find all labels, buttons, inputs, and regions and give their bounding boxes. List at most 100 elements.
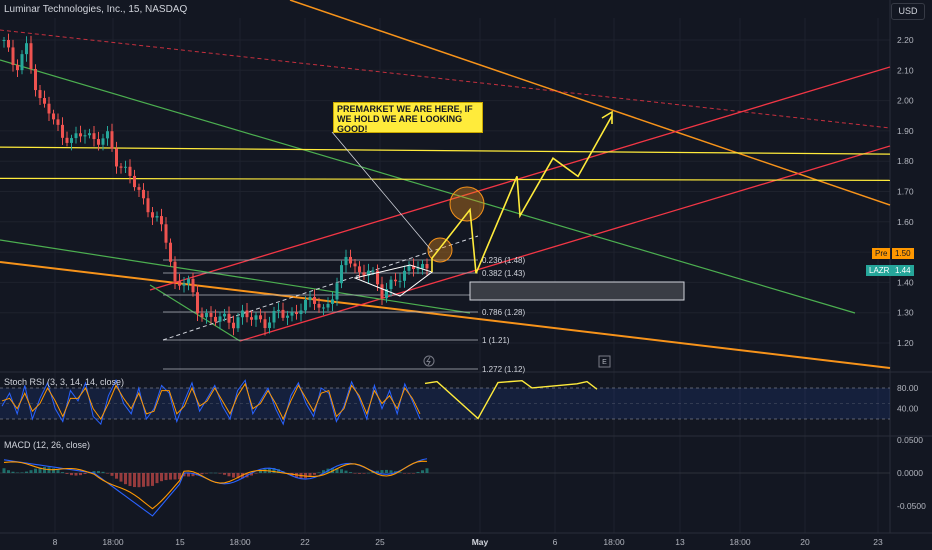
macd-histogram-bar [277,469,280,473]
macd-histogram-bar [187,473,190,477]
candle-body [196,292,199,314]
candle-body [205,312,208,318]
stoch-rsi-label[interactable]: Stoch RSI (3, 3, 14, 14, close) [4,377,125,387]
macd-axis-tick: 0.0000 [897,468,923,478]
macd-histogram-bar [214,472,217,474]
macd-histogram-bar [169,473,172,480]
macd-histogram-bar [209,472,213,474]
macd-histogram-bar [16,472,19,474]
price-axis-tick: 1.40 [897,277,914,287]
candle-body [245,310,249,318]
macd-histogram-bar [317,472,321,473]
candle-body [74,133,78,139]
candle-body [259,315,262,320]
candle-body [308,296,312,300]
macd-histogram-bar [101,471,105,473]
candle-body [97,139,100,145]
rsi-axis-tick: 80.00 [897,383,919,393]
candle-body [290,312,294,316]
price-axis-tick: 2.00 [897,96,914,106]
time-axis-tick: 18:00 [729,537,751,547]
macd-histogram-bar [79,473,82,476]
candle-body [191,278,195,293]
candle-body [223,313,226,317]
price-axis-tick: 2.20 [897,35,914,45]
candle-body [227,313,231,323]
price-axis-tick: 1.90 [897,126,914,136]
macd-histogram-bar [412,473,415,474]
fib-level-label: 0.382 (1.43) [482,269,525,278]
currency-button[interactable]: USD [891,3,925,20]
candle-body [146,198,150,213]
macd-histogram-bar [7,470,10,473]
macd-histogram-bar [11,471,15,473]
candle-body [106,131,109,139]
macd-histogram-bar [349,472,352,473]
candle-body [101,138,105,145]
macd-histogram-bar [389,470,393,473]
candle-body [137,187,141,190]
candle-body [394,279,397,282]
macd-histogram-bar [155,473,159,484]
fib-highlight-box [469,281,685,301]
time-axis-tick: 18:00 [229,537,251,547]
macd-histogram-bar [353,473,357,474]
horizontal-level [0,177,891,181]
candle-body [358,266,361,273]
macd-histogram-bar [164,473,168,481]
macd-histogram-bar [340,469,343,473]
candle-body [115,148,118,167]
target-circle [449,186,485,222]
macd-histogram-bar [124,473,127,485]
macd-histogram-bar [92,471,96,473]
macd-histogram-bar [133,473,136,488]
macd-histogram-bar [227,473,231,477]
macd-histogram-bar [272,467,276,473]
rsi-k-line [1,378,421,426]
macd-histogram-bar [236,473,240,479]
orange-trendline-upper [289,0,891,206]
macd-histogram-bar [200,473,204,475]
macd-histogram-bar [425,468,429,473]
candle-body [11,47,15,66]
candle-body [2,40,6,41]
candle-body [281,309,285,318]
red-channel-lower [239,145,891,342]
candle-body [187,278,190,284]
green-trendline-lower [0,239,471,314]
macd-histogram-bar [223,473,226,475]
macd-histogram-bar [128,473,132,487]
chart-title: Luminar Technologies, Inc., 15, NASDAQ [4,4,188,15]
annotation-callout[interactable]: PREMARKET WE ARE HERE, IF WE HOLD WE ARE… [333,102,483,134]
candle-body [173,261,177,282]
macd-label[interactable]: MACD (12, 26, close) [4,440,91,450]
macd-histogram-bar [65,473,69,474]
candle-body [268,322,271,329]
orange-trendline-lower [0,261,891,369]
macd-histogram-bar [367,472,370,474]
fib-level-label: 0.236 (1.48) [482,256,525,265]
macd-histogram-bar [250,473,253,476]
macd-histogram-bar [146,473,150,487]
candle-body [142,189,145,199]
price-axis-tick: 1.30 [897,308,914,318]
candle-body [61,124,64,138]
time-axis-tick: 20 [800,537,810,547]
candle-body [367,270,370,276]
macd-histogram-bar [322,470,325,473]
fib-level-label: 1.272 (1.12) [482,365,525,374]
candle-body [299,310,303,315]
macd-histogram-bar [83,473,87,474]
macd-histogram-bar [407,473,411,474]
premarket-tag: Pre [872,248,891,259]
triangle-pattern [353,264,434,297]
macd-histogram-bar [232,473,235,478]
candle-body [254,315,258,320]
candle-body [151,212,154,218]
macd-histogram-bar [182,473,186,477]
candle-body [349,256,352,264]
macd-histogram-bar [335,468,339,473]
candle-body [250,317,253,320]
candle-body [286,315,289,318]
